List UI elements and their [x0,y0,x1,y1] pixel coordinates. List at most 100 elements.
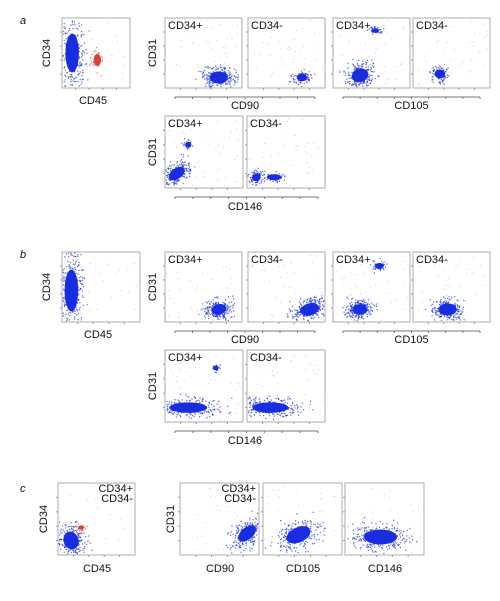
event-dot [367,306,368,307]
event-dot [255,412,256,413]
event-dot [440,313,441,314]
event-dot [352,304,353,305]
event-dot [78,65,79,66]
event-dot [451,296,452,297]
event-dot [323,306,324,307]
event-dot [117,41,118,42]
event-dot [166,401,167,402]
event-dot [456,318,457,319]
event-dot [322,304,323,305]
event-dot [220,82,221,83]
event-dot [435,313,436,314]
event-dot [267,404,268,405]
event-dot [258,411,259,412]
event-dot [78,535,79,536]
event-dot [354,284,355,285]
event-dot [238,531,239,532]
event-dot [78,293,79,294]
event-dot [369,304,370,305]
event-dot [188,171,189,172]
event-dot [472,41,473,42]
event-dot [209,416,210,417]
event-dot [299,79,300,80]
event-dot [341,283,342,284]
event-dot [253,544,254,545]
event-dot [394,527,395,528]
event-dot [391,528,392,529]
event-dot [305,522,306,523]
event-dot [299,536,300,537]
event-dot [284,535,285,536]
event-dot [235,46,236,47]
event-dot [486,31,487,32]
event-dot [305,146,306,147]
event-dot [71,253,72,254]
event-dot [211,84,212,85]
event-dot [457,300,458,301]
event-dot [394,537,395,538]
event-dot [234,303,235,304]
event-dot [381,547,382,548]
event-dot [435,74,436,75]
event-dot [245,529,246,530]
event-dot [64,80,65,81]
event-dot [59,540,60,541]
event-dot [241,529,242,530]
event-dot [457,265,458,266]
event-dot [83,548,84,549]
event-dot [198,409,199,410]
event-dot [61,532,62,533]
event-dot [269,395,270,396]
event-dot [223,267,224,268]
event-dot [78,264,79,265]
event-dot [341,85,342,86]
event-dot [191,281,192,282]
event-dot [66,534,67,535]
event-dot [230,278,231,279]
event-dot [182,162,183,163]
event-dot [322,540,323,541]
event-dot [120,519,121,520]
event-dot [270,55,271,56]
event-dot [170,168,171,169]
event-dot [240,541,241,542]
event-dot [181,165,182,166]
event-dot [293,541,294,542]
event-dot [273,419,274,420]
event-dot [310,528,311,529]
event-dot [403,29,404,30]
event-dot [465,301,466,302]
event-dot [219,83,220,84]
event-dot [179,415,180,416]
event-dot [264,409,265,410]
event-dot [384,494,385,495]
event-dot [346,78,347,79]
event-dot [253,401,254,402]
event-dot [237,82,238,83]
event-dot [220,419,221,420]
event-dot [207,78,208,79]
event-dot [360,76,361,77]
event-dot [371,302,372,303]
event-dot [311,78,312,79]
event-dot [352,311,353,312]
event-dot [72,66,73,67]
event-dot [322,68,323,69]
event-dot [454,49,455,50]
event-dot [221,307,222,308]
event-dot [362,77,363,78]
event-dot [385,532,386,533]
event-dot [457,305,458,306]
event-dot [63,522,64,523]
event-dot [432,76,433,77]
event-dot [232,295,233,296]
event-dot [66,318,67,319]
event-dot [283,411,284,412]
event-dot [68,292,69,293]
event-dot [447,304,448,305]
event-dot [448,75,449,76]
event-dot [353,537,354,538]
event-dot [237,533,238,534]
event-dot [344,85,345,86]
event-dot [360,79,361,80]
